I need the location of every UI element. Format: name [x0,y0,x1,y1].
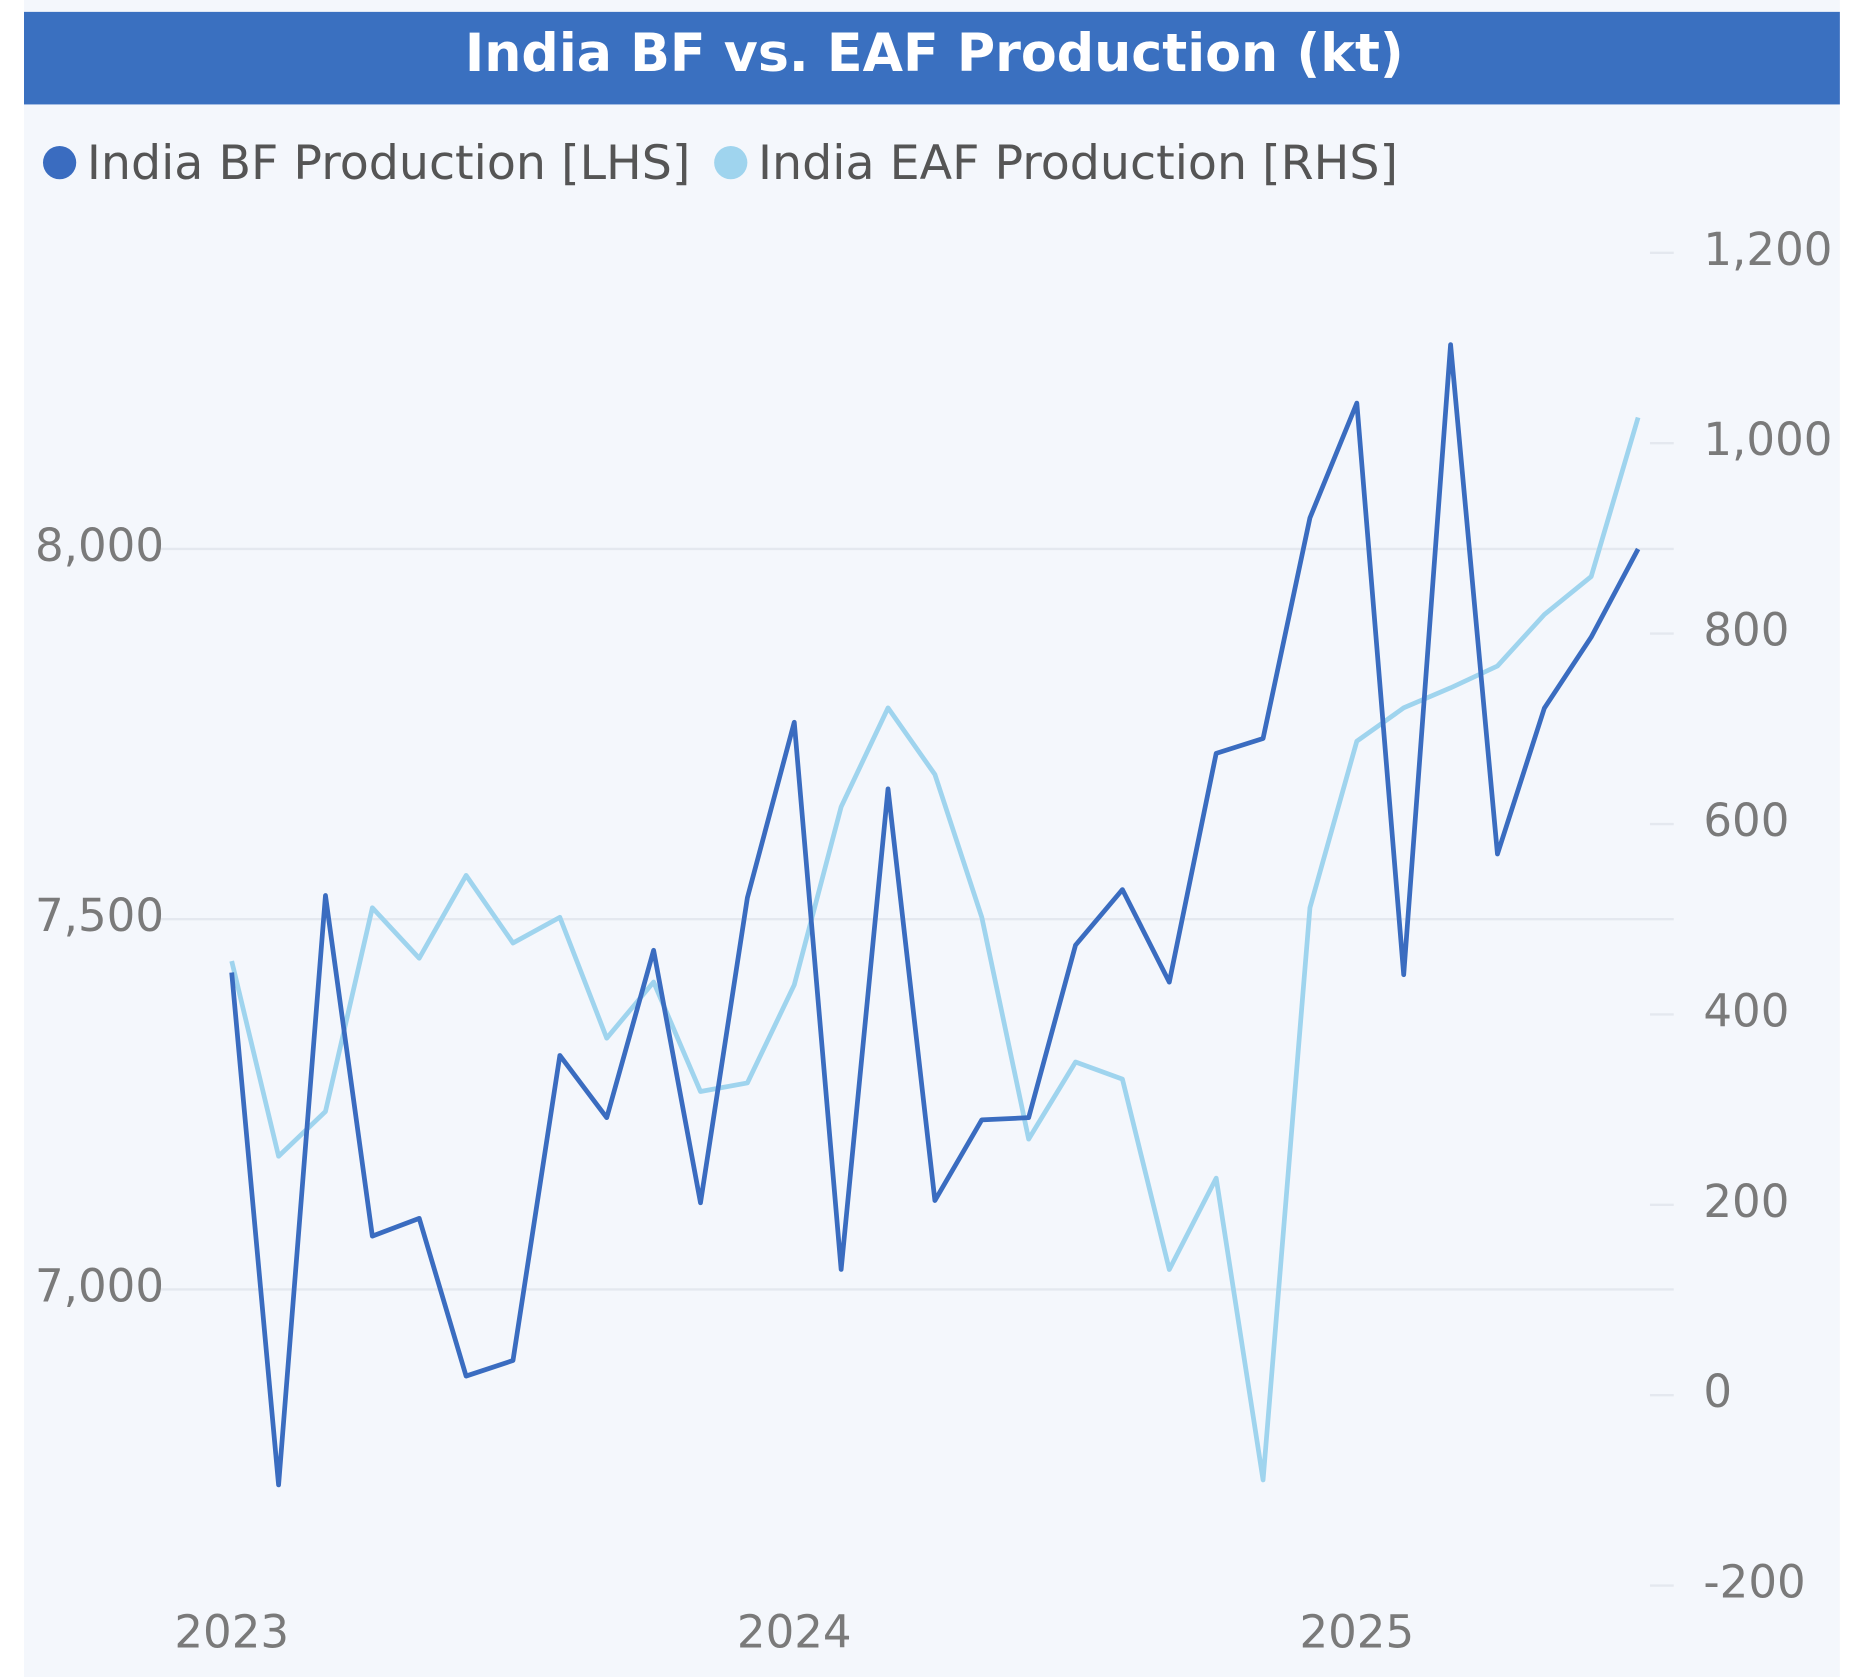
y2-tick-label: 200 [1703,1175,1789,1228]
x-tick-label: 2023 [174,1605,289,1658]
legend-label: India EAF Production [RHS] [758,136,1398,191]
legend-label: India BF Production [LHS] [87,136,691,191]
y2-tick-label: -200 [1703,1556,1805,1609]
title-bar [24,11,1840,105]
panel [24,0,1840,1677]
y-tick-label: 7,000 [35,1259,164,1312]
y2-tick-label: 400 [1703,984,1789,1037]
series-line [229,416,1641,1483]
series-line [229,342,1641,1488]
y2-tick-label: 1,000 [1703,413,1832,466]
y-tick-label: 7,500 [35,889,164,942]
y2-tick-label: 800 [1703,604,1789,657]
x-tick-label: 2024 [737,1605,852,1658]
x-tick-label: 2025 [1299,1605,1414,1658]
y2-tick-label: 0 [1703,1365,1732,1418]
y2-tick-label: 600 [1703,794,1789,847]
chart-title: India BF vs. EAF Production (kt) [465,24,1404,84]
legend-marker [714,145,748,180]
y2-tick-label: 1,200 [1703,223,1832,276]
legend-marker [42,145,77,180]
y-tick-label: 8,000 [35,519,164,572]
